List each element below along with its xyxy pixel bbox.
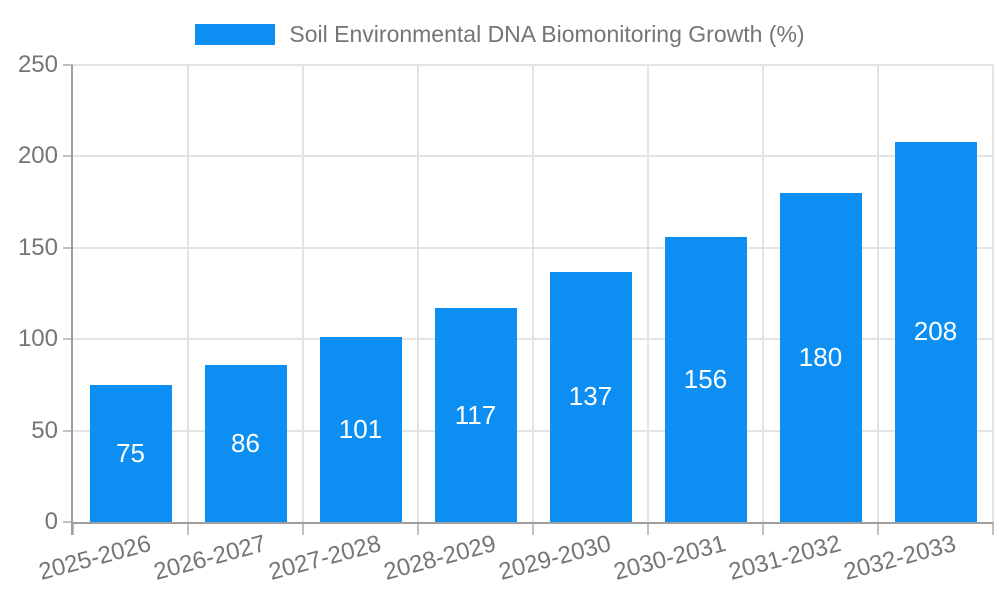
gridline-vertical (647, 65, 649, 522)
legend-label: Soil Environmental DNA Biomonitoring Gro… (289, 21, 805, 47)
bar-value-label: 75 (116, 437, 145, 468)
x-tick-label: 2026-2027 (150, 530, 269, 586)
y-tick-label: 150 (17, 233, 58, 261)
bar-value-label: 156 (683, 363, 728, 394)
bar[interactable]: 101 (319, 337, 402, 522)
gridline-vertical (532, 65, 534, 522)
bar-value-label: 117 (454, 399, 497, 430)
bar[interactable]: 86 (204, 364, 287, 522)
y-axis-line (71, 65, 73, 535)
x-axis-tick (532, 522, 534, 535)
bar[interactable]: 75 (89, 384, 172, 522)
x-tick-label: 2029-2030 (495, 530, 614, 586)
y-axis-tick (63, 64, 73, 66)
legend-swatch-icon (195, 24, 276, 45)
x-tick-label: 2025-2026 (35, 530, 154, 586)
y-axis-tick (63, 155, 73, 158)
x-axis-tick (877, 522, 879, 535)
x-tick-label: 2032-2033 (840, 530, 959, 586)
gridline-vertical (877, 65, 879, 522)
gridline-vertical (302, 65, 304, 522)
x-axis-tick (647, 522, 649, 535)
x-tick-label: 2027-2028 (265, 530, 384, 586)
y-tick-label: 50 (31, 416, 58, 444)
y-tick-label: 100 (17, 325, 58, 353)
gridline-vertical (417, 65, 419, 522)
legend[interactable]: Soil Environmental DNA Biomonitoring Gro… (0, 21, 1000, 48)
x-tick-label: 2030-2031 (610, 530, 729, 586)
x-axis-tick (187, 522, 189, 535)
y-axis-tick (63, 246, 73, 249)
bar-value-label: 137 (568, 381, 613, 412)
bar[interactable]: 180 (779, 192, 862, 522)
x-axis-tick (72, 522, 74, 535)
bar-value-label: 101 (338, 414, 383, 445)
bar[interactable]: 117 (434, 308, 517, 522)
bar-value-label: 180 (798, 341, 843, 372)
bar-value-label: 208 (913, 316, 958, 347)
x-axis-line (71, 522, 993, 524)
y-axis-tick (63, 429, 73, 432)
bar[interactable]: 156 (664, 236, 747, 522)
y-axis-tick (63, 521, 73, 523)
x-axis-tick (302, 522, 304, 535)
x-axis-tick (762, 522, 764, 535)
x-axis-tick (417, 522, 419, 535)
x-axis-tick (992, 522, 994, 535)
y-tick-label: 0 (44, 508, 58, 535)
y-tick-label: 200 (17, 142, 58, 170)
bar[interactable]: 137 (549, 271, 632, 522)
y-axis-tick (63, 338, 73, 341)
x-tick-label: 2031-2032 (725, 530, 844, 586)
gridline-vertical (762, 65, 764, 522)
bar[interactable]: 208 (894, 141, 977, 522)
gridline-vertical (992, 65, 994, 522)
y-tick-label: 250 (17, 51, 58, 78)
x-tick-label: 2028-2029 (380, 530, 499, 586)
gridline-vertical (187, 65, 189, 522)
bar-value-label: 86 (231, 427, 260, 458)
